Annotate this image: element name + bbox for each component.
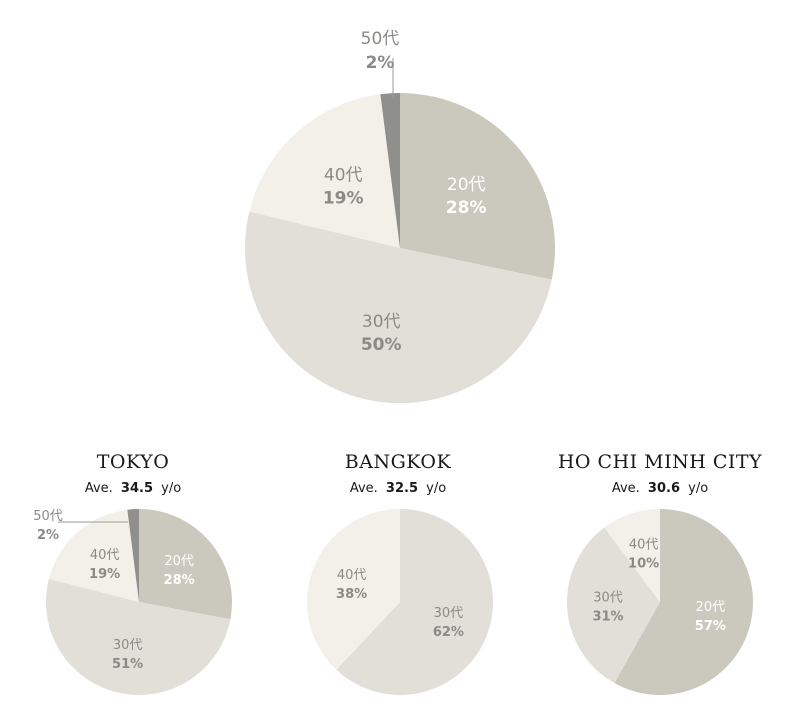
tokyo-pct-40s: 19% <box>89 567 120 582</box>
hcmc-slice-20s <box>614 509 754 695</box>
overall-pct-40s: 19% <box>323 189 364 209</box>
tokyo-pct-50s: 2% <box>37 528 59 543</box>
pies-layer: 20代 28% 30代 50% 40代 19% 50代 2% 20代 28% 30代 51% 40代 19… <box>33 29 754 696</box>
tokyo-slice-50s <box>127 509 139 602</box>
tokyo-title: TOKYO <box>97 451 170 473</box>
hcmc-ave-value: 30.6 <box>648 481 680 496</box>
tokyo-pie: 20代 28% 30代 51% 40代 19% 50代 2% <box>33 509 232 695</box>
bangkok-ave-value: 32.5 <box>386 481 418 496</box>
hcmc-slice-40s <box>604 509 660 602</box>
hcmc-average: Ave. 30.6 y/o <box>612 481 708 496</box>
hcmc-pct-20s: 57% <box>695 619 726 634</box>
overall-slice-30s <box>244 211 552 404</box>
tokyo-slice-20s <box>139 509 232 620</box>
overall-slice-20s <box>400 93 555 280</box>
bangkok-pct-40s: 38% <box>336 587 367 602</box>
hcmc-title: HO CHI MINH CITY <box>558 451 762 473</box>
bangkok-slice-40s <box>307 509 400 670</box>
tokyo-ave-value: 34.5 <box>121 481 153 496</box>
tokyo-ave-suffix: y/o <box>161 481 181 496</box>
overall-label-30s: 30代 <box>362 312 401 332</box>
hcmc-label-40s: 40代 <box>629 538 659 553</box>
tokyo-label-20s: 20代 <box>164 554 194 569</box>
tokyo-label-30s: 30代 <box>113 638 143 653</box>
tokyo-slice-30s <box>45 578 231 695</box>
bangkok-pct-30s: 62% <box>433 625 464 640</box>
overall-pie: 20代 28% 30代 50% 40代 19% 50代 2% <box>244 29 555 404</box>
bangkok-label-30s: 30代 <box>434 606 464 621</box>
tokyo-pct-20s: 28% <box>164 573 195 588</box>
overall-pct-50s: 2% <box>366 53 395 73</box>
tokyo-pct-30s: 51% <box>112 657 143 672</box>
hcmc-ave-prefix: Ave. <box>612 481 640 496</box>
overall-label-40s: 40代 <box>324 166 363 186</box>
bangkok-label-40s: 40代 <box>337 568 367 583</box>
hcmc-pie: 20代 57% 30代 31% 40代 10% <box>567 509 754 695</box>
tokyo-ave-prefix: Ave. <box>85 481 113 496</box>
bangkok-slice-30s <box>336 509 494 696</box>
tokyo-label-50s: 50代 <box>33 509 63 524</box>
overall-pct-30s: 50% <box>361 335 402 355</box>
overall-slice-40s <box>249 94 400 248</box>
bangkok-average: Ave. 32.5 y/o <box>350 481 446 496</box>
hcmc-pct-30s: 31% <box>592 609 623 624</box>
hcmc-label-30s: 30代 <box>593 590 623 605</box>
bangkok-ave-suffix: y/o <box>426 481 446 496</box>
hcmc-pct-40s: 10% <box>628 557 659 572</box>
tokyo-slice-40s <box>48 509 139 602</box>
hcmc-label-20s: 20代 <box>696 600 726 615</box>
bangkok-ave-prefix: Ave. <box>350 481 378 496</box>
hcmc-slice-30s <box>567 527 660 684</box>
overall-label-20s: 20代 <box>447 175 486 195</box>
overall-pct-20s: 28% <box>446 198 487 218</box>
bangkok-pie: 30代 62% 40代 38% <box>307 509 494 696</box>
tokyo-average: Ave. 34.5 y/o <box>85 481 181 496</box>
bangkok-title: BANGKOK <box>345 451 452 473</box>
overall-slice-50s <box>380 93 400 248</box>
hcmc-ave-suffix: y/o <box>688 481 708 496</box>
overall-label-50s: 50代 <box>361 29 400 49</box>
tokyo-label-40s: 40代 <box>90 548 120 563</box>
